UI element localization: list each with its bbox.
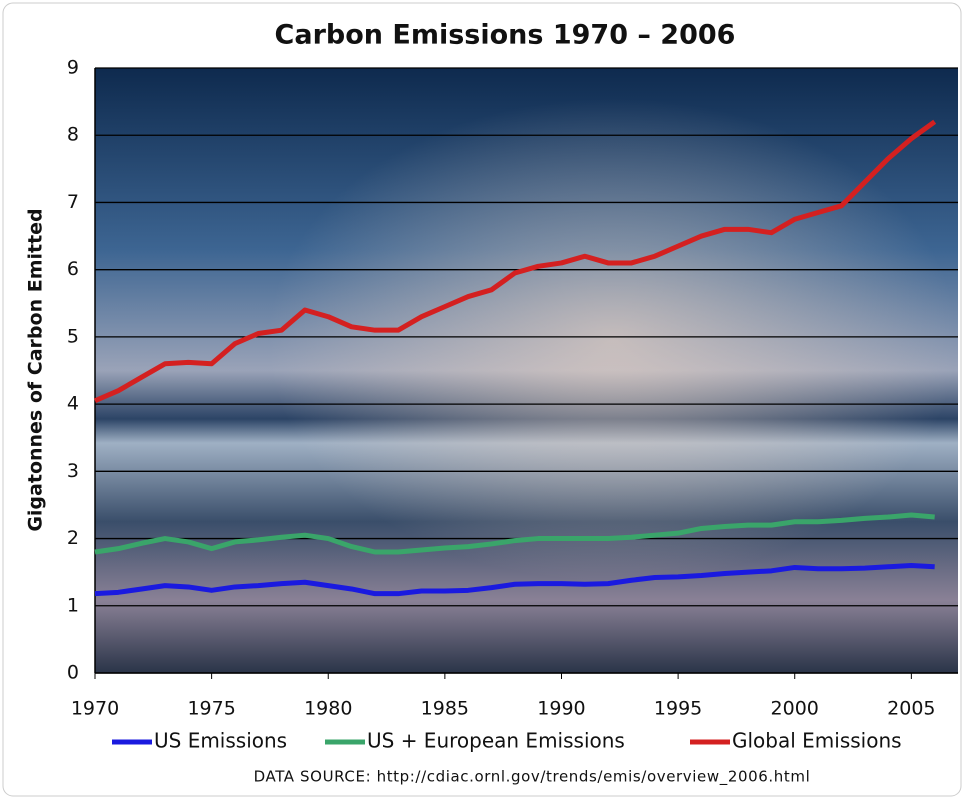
y-tick-label: 0 — [67, 662, 79, 684]
chart-title: Carbon Emissions 1970 – 2006 — [275, 20, 736, 51]
y-tick-label: 4 — [67, 393, 79, 415]
y-tick-label: 8 — [67, 124, 79, 146]
x-tick-label: 1970 — [71, 698, 119, 720]
page: {"chart_data": {"type": "line", "title":… — [0, 0, 965, 800]
y-tick-label: 6 — [67, 258, 79, 280]
y-tick-label: 5 — [67, 325, 79, 347]
x-tick-label: 1985 — [421, 698, 469, 720]
legend-label: US + European Emissions — [367, 729, 625, 753]
source-note: DATA SOURCE: http://cdiac.ornl.gov/trend… — [254, 768, 811, 787]
x-tick-label: 1980 — [304, 698, 352, 720]
x-tick-label: 2000 — [771, 698, 819, 720]
y-tick-label: 7 — [67, 191, 79, 213]
legend-label: Global Emissions — [732, 729, 902, 753]
y-tick-label: 3 — [67, 460, 79, 482]
y-axis-label: Gigatonnes of Carbon Emitted — [25, 208, 47, 531]
y-tick-label: 9 — [67, 57, 79, 79]
x-tick-label: 2005 — [887, 698, 935, 720]
x-tick-label: 1975 — [187, 698, 235, 720]
y-tick-label: 1 — [67, 594, 79, 616]
chart: Carbon Emissions 1970 – 2006 Gigatonnes … — [0, 0, 965, 800]
x-tick-label: 1995 — [654, 698, 702, 720]
y-tick-label: 2 — [67, 527, 79, 549]
x-tick-label: 1990 — [537, 698, 585, 720]
legend-label: US Emissions — [154, 729, 287, 753]
